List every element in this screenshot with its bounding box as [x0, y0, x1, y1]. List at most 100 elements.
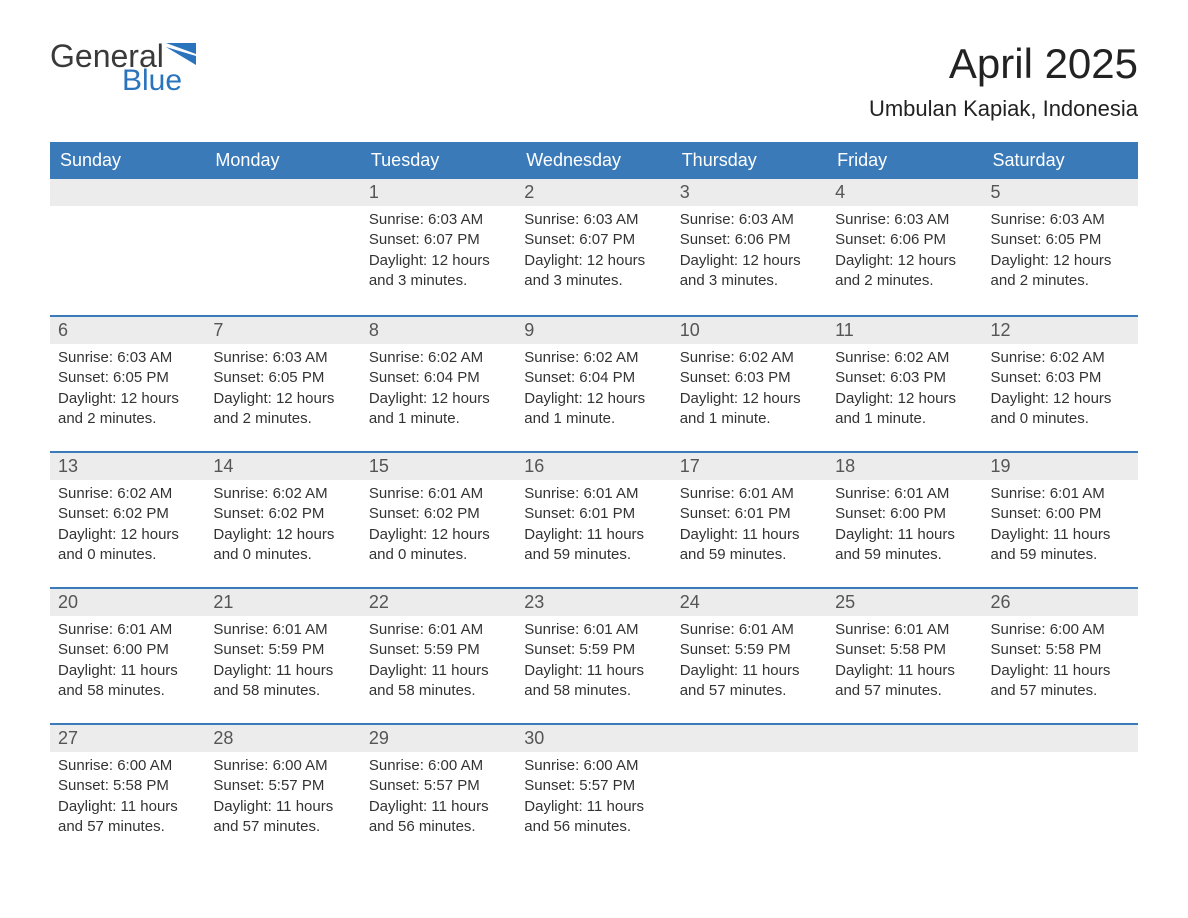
daylight-text: Daylight: 12 hours and 0 minutes. [213, 525, 352, 566]
day-number [983, 725, 1138, 752]
daylight-text: Daylight: 12 hours and 2 minutes. [835, 251, 974, 292]
day-content: Sunrise: 6:02 AMSunset: 6:04 PMDaylight:… [361, 344, 516, 443]
sunset-text: Sunset: 6:00 PM [58, 640, 197, 660]
sunset-text: Sunset: 6:02 PM [213, 504, 352, 524]
day-number: 19 [983, 453, 1138, 480]
day-cell [50, 179, 205, 315]
daylight-text: Daylight: 12 hours and 1 minute. [369, 389, 508, 430]
day-cell: 23Sunrise: 6:01 AMSunset: 5:59 PMDayligh… [516, 589, 671, 723]
daylight-text: Daylight: 11 hours and 59 minutes. [680, 525, 819, 566]
sunset-text: Sunset: 6:01 PM [680, 504, 819, 524]
day-cell: 16Sunrise: 6:01 AMSunset: 6:01 PMDayligh… [516, 453, 671, 587]
day-content: Sunrise: 6:01 AMSunset: 6:00 PMDaylight:… [983, 480, 1138, 579]
day-number: 21 [205, 589, 360, 616]
week-row: 20Sunrise: 6:01 AMSunset: 6:00 PMDayligh… [50, 587, 1138, 723]
weekday-header: Wednesday [516, 142, 671, 179]
day-number: 4 [827, 179, 982, 206]
weekday-header: Sunday [50, 142, 205, 179]
sunrise-text: Sunrise: 6:01 AM [835, 484, 974, 504]
day-content: Sunrise: 6:00 AMSunset: 5:58 PMDaylight:… [50, 752, 205, 851]
sunrise-text: Sunrise: 6:02 AM [835, 348, 974, 368]
day-cell: 7Sunrise: 6:03 AMSunset: 6:05 PMDaylight… [205, 317, 360, 451]
day-content: Sunrise: 6:01 AMSunset: 5:59 PMDaylight:… [516, 616, 671, 715]
day-number [672, 725, 827, 752]
daylight-text: Daylight: 11 hours and 59 minutes. [991, 525, 1130, 566]
day-cell: 14 Sunrise: 6:02 AMSunset: 6:02 PMDayligh… [205, 453, 360, 587]
day-number: 28 [205, 725, 360, 752]
day-content: Sunrise: 6:02 AMSunset: 6:04 PMDaylight:… [516, 344, 671, 443]
sunrise-text: Sunrise: 6:03 AM [58, 348, 197, 368]
sunset-text: Sunset: 5:57 PM [213, 776, 352, 796]
weekday-header-row: SundayMondayTuesdayWednesdayThursdayFrid… [50, 142, 1138, 179]
day-cell: 9Sunrise: 6:02 AMSunset: 6:04 PMDaylight… [516, 317, 671, 451]
week-row: 1 Sunrise: 6:03 AM Sunset: 6:07 PM Daylight… [50, 179, 1138, 315]
day-number [50, 179, 205, 206]
sunrise-text: Sunrise: 6:03 AM [991, 210, 1130, 230]
sunset-text: Sunset: 6:02 PM [58, 504, 197, 524]
day-number: 14 [205, 453, 360, 480]
sunrise-text: Sunrise: 6:01 AM [680, 484, 819, 504]
daylight-text: Daylight: 11 hours and 56 minutes. [524, 797, 663, 838]
daylight-text: Daylight: 12 hours and 0 minutes. [991, 389, 1130, 430]
sunrise-text: Sunrise: 6:02 AM [213, 484, 352, 504]
day-content: Sunrise: 6:00 AMSunset: 5:57 PMDaylight:… [361, 752, 516, 851]
weekday-header: Friday [827, 142, 982, 179]
sunset-text: Sunset: 6:03 PM [680, 368, 819, 388]
day-number: 3 [672, 179, 827, 206]
day-number: 1 [361, 179, 516, 206]
sunrise-text: Sunrise: 6:01 AM [680, 620, 819, 640]
sunset-text: Sunset: 5:57 PM [524, 776, 663, 796]
day-content: Sunrise: 6:02 AMSunset: 6:03 PMDaylight:… [672, 344, 827, 443]
week-row: 27Sunrise: 6:00 AMSunset: 5:58 PMDayligh… [50, 723, 1138, 859]
day-number: 23 [516, 589, 671, 616]
day-number: 6 [50, 317, 205, 344]
sunset-text: Sunset: 5:59 PM [213, 640, 352, 660]
sunrise-text: Sunrise: 6:02 AM [680, 348, 819, 368]
sunrise-text: Sunrise: 6:02 AM [991, 348, 1130, 368]
sunset-text: Sunset: 6:07 PM [369, 230, 508, 250]
sunrise-text: Sunrise: 6:01 AM [369, 620, 508, 640]
sunrise-text: Sunrise: 6:01 AM [369, 484, 508, 504]
daylight-text: Daylight: 11 hours and 58 minutes. [369, 661, 508, 702]
sunrise-text: Sunrise: 6:00 AM [213, 756, 352, 776]
sunrise-text: Sunrise: 6:00 AM [524, 756, 663, 776]
day-content: Sunrise: 6:01 AMSunset: 6:00 PMDaylight:… [827, 480, 982, 579]
daylight-text: Daylight: 12 hours and 2 minutes. [58, 389, 197, 430]
sunset-text: Sunset: 6:01 PM [524, 504, 663, 524]
sunrise-text: Sunrise: 6:03 AM [680, 210, 819, 230]
day-cell [983, 725, 1138, 859]
day-cell: 18Sunrise: 6:01 AMSunset: 6:00 PMDayligh… [827, 453, 982, 587]
sunset-text: Sunset: 5:59 PM [524, 640, 663, 660]
daylight-text: Daylight: 12 hours and 3 minutes. [680, 251, 819, 292]
day-cell: 22Sunrise: 6:01 AMSunset: 5:59 PMDayligh… [361, 589, 516, 723]
day-content: Sunrise: 6:00 AMSunset: 5:57 PMDaylight:… [205, 752, 360, 851]
sunset-text: Sunset: 5:58 PM [58, 776, 197, 796]
day-content: Sunrise: 6:03 AMSunset: 6:06 PMDaylight:… [827, 206, 982, 305]
sunrise-text: Sunrise: 6:01 AM [991, 484, 1130, 504]
sunrise-text: Sunrise: 6:00 AM [991, 620, 1130, 640]
day-cell: 28Sunrise: 6:00 AMSunset: 5:57 PMDayligh… [205, 725, 360, 859]
sunrise-text: Sunrise: 6:02 AM [369, 348, 508, 368]
day-content: Sunrise: 6:03 AMSunset: 6:05 PMDaylight:… [50, 344, 205, 443]
sunrise-text: Sunrise: 6:00 AM [58, 756, 197, 776]
day-content: Sunrise: 6:03 AMSunset: 6:05 PMDaylight:… [983, 206, 1138, 305]
daylight-text: Daylight: 12 hours and 1 minute. [835, 389, 974, 430]
daylight-text: Daylight: 11 hours and 58 minutes. [213, 661, 352, 702]
day-content: Sunrise: 6:00 AMSunset: 5:57 PMDaylight:… [516, 752, 671, 851]
weekday-header: Tuesday [361, 142, 516, 179]
day-number: 26 [983, 589, 1138, 616]
day-content: Sunrise: 6:03 AMSunset: 6:05 PMDaylight:… [205, 344, 360, 443]
day-number: 22 [361, 589, 516, 616]
weekday-header: Monday [205, 142, 360, 179]
daylight-text: Daylight: 12 hours and 1 minute. [680, 389, 819, 430]
day-cell: 10Sunrise: 6:02 AMSunset: 6:03 PMDayligh… [672, 317, 827, 451]
sunset-text: Sunset: 6:05 PM [991, 230, 1130, 250]
sunrise-text: Sunrise: 6:03 AM [835, 210, 974, 230]
day-cell: 29Sunrise: 6:00 AMSunset: 5:57 PMDayligh… [361, 725, 516, 859]
day-content: Sunrise: 6:01 AMSunset: 6:00 PMDaylight:… [50, 616, 205, 715]
day-number: 7 [205, 317, 360, 344]
day-content: Sunrise: 6:01 AMSunset: 6:01 PMDaylight:… [516, 480, 671, 579]
day-number: 9 [516, 317, 671, 344]
day-number: 8 [361, 317, 516, 344]
day-cell: 21Sunrise: 6:01 AMSunset: 5:59 PMDayligh… [205, 589, 360, 723]
